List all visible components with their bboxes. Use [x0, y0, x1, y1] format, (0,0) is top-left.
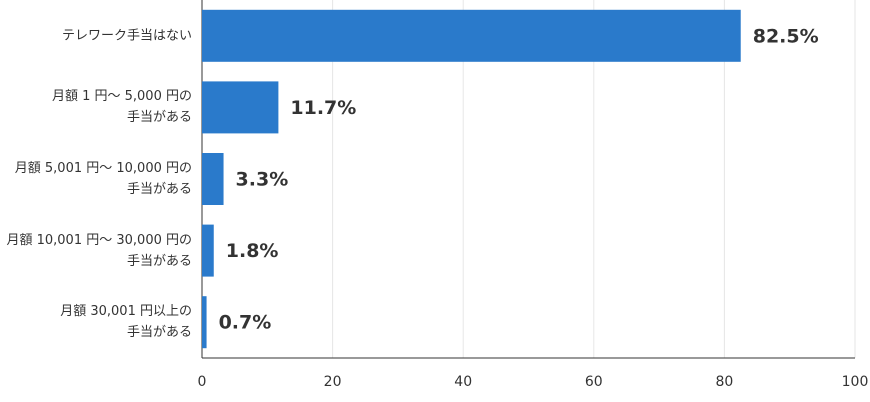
category-label: 月額 10,001 円～ 30,000 円の 手当がある — [6, 232, 192, 269]
x-tick-label: 100 — [842, 374, 869, 390]
bar — [202, 153, 224, 205]
category-label: 月額 1 円～ 5,000 円の 手当がある — [51, 89, 192, 126]
bar — [202, 296, 207, 349]
x-tick-label: 0 — [198, 374, 207, 390]
x-tick-label: 20 — [324, 374, 342, 390]
value-label: 1.8% — [226, 240, 279, 262]
bar — [202, 9, 741, 62]
value-label: 3.3% — [236, 169, 289, 191]
x-tick-label: 40 — [454, 374, 472, 390]
category-label: 月額 30,001 円以上の 手当がある — [60, 304, 192, 341]
category-label: テレワーク手当はない — [61, 28, 192, 44]
category-label: 月額 5,001 円～ 10,000 円の 手当がある — [14, 161, 192, 197]
value-label: 82.5% — [753, 25, 819, 47]
value-label: 11.7% — [290, 97, 356, 119]
bar — [202, 81, 279, 134]
x-tick-label: 80 — [715, 374, 733, 390]
bar — [202, 224, 214, 277]
value-label: 0.7% — [219, 312, 272, 334]
x-tick-label: 60 — [585, 374, 603, 390]
